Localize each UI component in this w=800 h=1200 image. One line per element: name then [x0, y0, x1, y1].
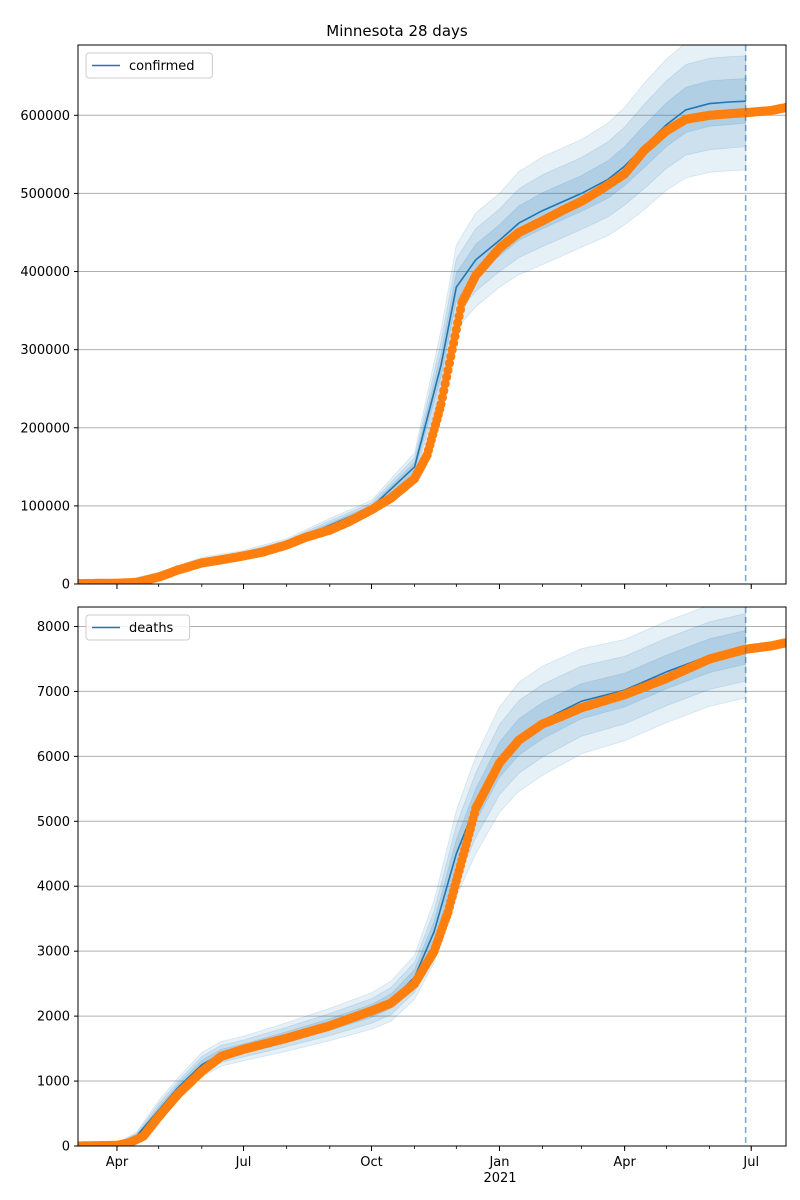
y-tick-label: 5000: [37, 815, 70, 830]
observed-point: [443, 365, 453, 375]
observed-point: [439, 386, 449, 396]
y-tick-label: 300000: [20, 343, 70, 358]
y-tick-label: 0: [62, 1140, 70, 1155]
y-tick-label: 1000: [37, 1075, 70, 1090]
y-tick-label: 4000: [37, 880, 70, 895]
y-tick-label: 3000: [37, 945, 70, 960]
legend-label: confirmed: [129, 59, 195, 74]
y-tick-label: 7000: [37, 685, 70, 700]
y-tick-label: 400000: [20, 265, 70, 280]
legend-label: deaths: [129, 621, 174, 636]
observed-point: [781, 102, 786, 113]
observed-point: [781, 638, 786, 648]
legend: confirmed: [85, 52, 213, 79]
y-tick-label: 0: [62, 578, 70, 593]
x-tick-label: Jan: [488, 1155, 509, 1170]
plot-area: [78, 607, 786, 1146]
y-tick-label: 500000: [20, 187, 70, 202]
x-tick-label: Jul: [235, 1155, 252, 1170]
x-tick-label: Jul: [742, 1155, 759, 1170]
deaths-panel: 0 1000 2000 3000 4000 5000 6000 7000 8000 Apr Jul O…: [37, 606, 787, 1170]
x-tick-label: Apr: [613, 1155, 636, 1170]
y-tick-label: 200000: [20, 421, 70, 436]
x-tick-label: Apr: [106, 1155, 129, 1170]
y-tick-label: 2000: [37, 1010, 70, 1025]
y-tick-label: 100000: [20, 499, 70, 514]
chart-title: Minnesota 28 days: [326, 22, 468, 40]
plot-area: [78, 45, 786, 584]
confirmed-panel: 0 100000 200000 300000 400000 500000 600000 con…: [20, 44, 787, 593]
x-year-label: 2021: [483, 1171, 516, 1186]
axes-frame: [77, 44, 787, 585]
y-tick-label: 6000: [37, 750, 70, 765]
legend: deaths: [85, 614, 191, 641]
axes-frame: [77, 606, 787, 1147]
x-tick-label: Oct: [360, 1155, 382, 1170]
y-tick-label: 600000: [20, 109, 70, 124]
legend-box: [85, 52, 213, 79]
legend-box: [85, 614, 191, 641]
y-tick-label: 8000: [37, 620, 70, 635]
